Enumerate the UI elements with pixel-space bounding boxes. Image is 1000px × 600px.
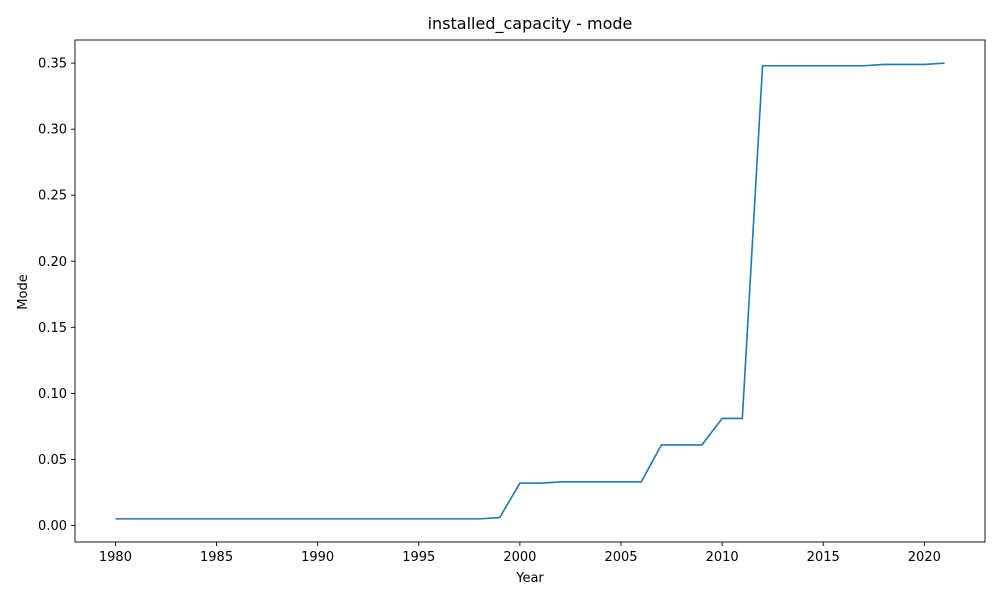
- y-tick-label: 0.20: [38, 255, 67, 270]
- y-tick-label: 0.35: [38, 57, 67, 72]
- y-tick-label: 0.10: [38, 387, 67, 402]
- x-tick-label: 1995: [402, 550, 435, 565]
- x-tick-label: 2010: [706, 550, 739, 565]
- y-tick-label: 0.05: [38, 453, 67, 468]
- x-tick-label: 1980: [99, 550, 132, 565]
- x-tick-label: 2015: [807, 550, 840, 565]
- x-tick-label: 2020: [908, 550, 941, 565]
- y-tick-label: 0.15: [38, 321, 67, 336]
- x-tick-label: 1985: [200, 550, 233, 565]
- y-tick-label: 0.25: [38, 189, 67, 204]
- x-tick-label: 2005: [604, 550, 637, 565]
- plot-area: 1980 1985 1990 1995 2000 2005 2010 2015 2020 0.00…: [38, 39, 986, 565]
- series-line-0: [115, 62, 945, 520]
- y-axis-label: Mode: [16, 274, 31, 309]
- x-tick-label: 2000: [503, 550, 536, 565]
- axes-frame: [74, 39, 986, 543]
- chart-title: installed_capacity - mode: [428, 14, 633, 34]
- x-tick-label: 1990: [301, 550, 334, 565]
- y-tick-label: 0.00: [38, 519, 67, 534]
- x-axis-label: Year: [515, 571, 544, 586]
- y-tick-label: 0.30: [38, 123, 67, 138]
